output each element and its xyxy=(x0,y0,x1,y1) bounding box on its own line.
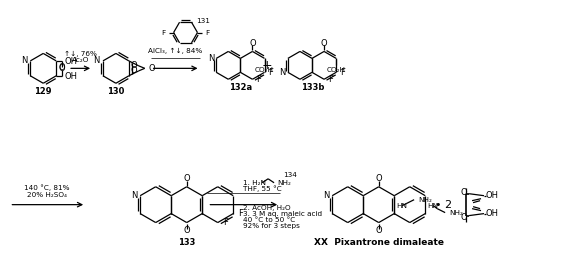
Text: 133: 133 xyxy=(178,238,195,247)
Text: N: N xyxy=(323,191,329,200)
Text: HN: HN xyxy=(427,203,438,209)
Text: OH: OH xyxy=(486,209,499,218)
Text: CO₂H: CO₂H xyxy=(255,67,274,73)
Text: O: O xyxy=(183,174,190,183)
Text: O: O xyxy=(249,39,256,48)
Text: 133b: 133b xyxy=(301,83,324,92)
Text: NH₂: NH₂ xyxy=(449,210,463,216)
Text: O: O xyxy=(375,226,382,235)
Text: O: O xyxy=(183,226,190,235)
Text: O: O xyxy=(461,188,467,197)
Text: 140 °C, 81%: 140 °C, 81% xyxy=(24,184,70,191)
Text: N: N xyxy=(208,54,214,63)
Text: NH₂: NH₂ xyxy=(277,180,291,186)
Text: F: F xyxy=(205,29,209,35)
Text: THF, 55 °C: THF, 55 °C xyxy=(243,185,282,192)
Text: XX  Pixantrone dimaleate: XX Pixantrone dimaleate xyxy=(314,238,444,247)
Text: N: N xyxy=(280,68,286,77)
Text: 129: 129 xyxy=(35,87,52,96)
Text: OH: OH xyxy=(486,191,499,200)
Text: AlCl₃, ↑↓, 84%: AlCl₃, ↑↓, 84% xyxy=(148,48,203,55)
Text: N: N xyxy=(93,57,100,66)
Text: O: O xyxy=(59,63,66,72)
Text: N: N xyxy=(131,191,137,200)
Text: O: O xyxy=(59,64,66,73)
Text: F: F xyxy=(223,218,227,227)
Text: F: F xyxy=(340,68,345,77)
Text: F: F xyxy=(328,75,333,84)
Text: O: O xyxy=(375,174,382,183)
Text: O: O xyxy=(461,213,467,222)
Text: 132a: 132a xyxy=(229,83,252,92)
Text: HN: HN xyxy=(396,203,407,209)
Text: O: O xyxy=(148,64,155,73)
Text: O: O xyxy=(131,61,137,70)
Text: Ac₂O: Ac₂O xyxy=(72,57,89,63)
Text: • 2: • 2 xyxy=(434,200,452,210)
Text: 1. H₂N: 1. H₂N xyxy=(243,180,266,186)
Text: F: F xyxy=(269,68,273,77)
Text: 20% H₂SO₄: 20% H₂SO₄ xyxy=(27,192,67,198)
Text: F: F xyxy=(238,209,243,218)
Text: O: O xyxy=(321,39,327,48)
Text: N: N xyxy=(21,57,27,66)
Text: CO₂H: CO₂H xyxy=(327,67,346,73)
Text: 130: 130 xyxy=(107,87,125,96)
Text: +: + xyxy=(262,59,273,72)
Text: 134: 134 xyxy=(283,172,297,178)
Text: O: O xyxy=(131,66,137,75)
Text: 40 °C to 50 °C: 40 °C to 50 °C xyxy=(243,216,295,222)
Text: F: F xyxy=(256,75,262,84)
Text: 2. AcOH, H₂O: 2. AcOH, H₂O xyxy=(243,205,291,211)
Text: 92% for 3 steps: 92% for 3 steps xyxy=(243,222,300,229)
Text: ↑↓, 76%: ↑↓, 76% xyxy=(64,51,97,58)
Text: OH: OH xyxy=(64,57,77,66)
Text: 131: 131 xyxy=(197,17,211,23)
Text: NH₂: NH₂ xyxy=(418,197,432,203)
Text: OH: OH xyxy=(64,72,77,81)
Text: 3. 3 M aq. maleic acid: 3. 3 M aq. maleic acid xyxy=(243,210,322,216)
Text: F: F xyxy=(161,29,166,35)
